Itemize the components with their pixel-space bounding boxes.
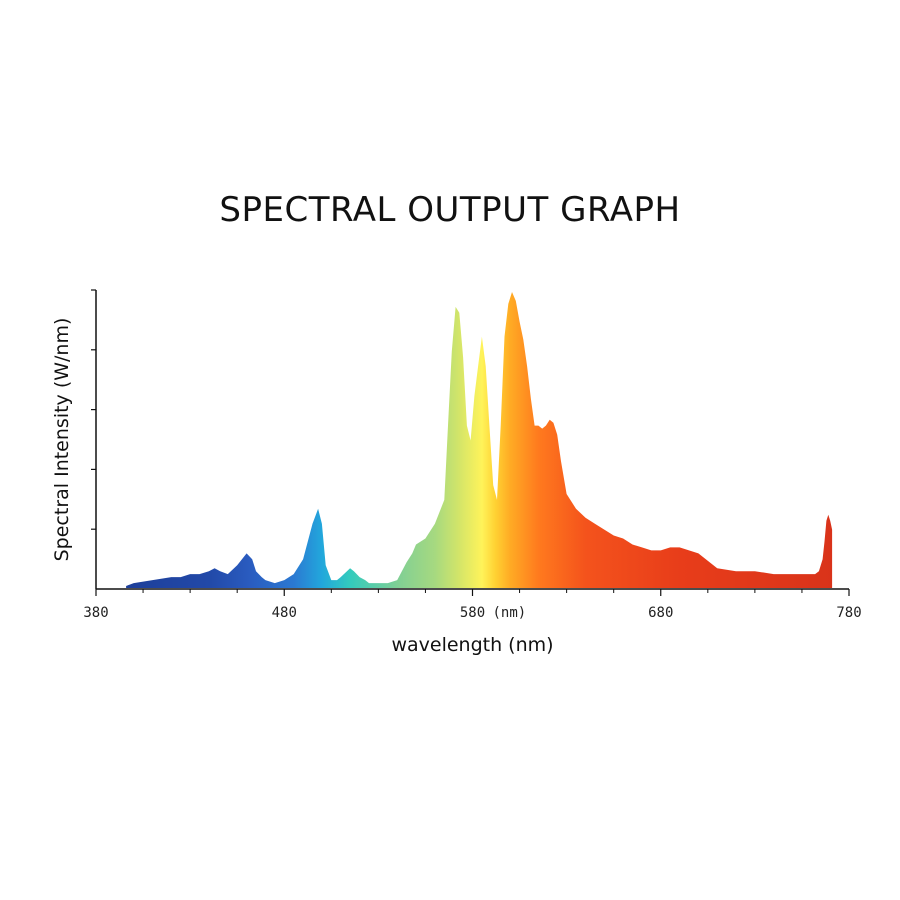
x-tick-label: 480 <box>272 605 297 621</box>
x-unit-tick-label: (nm) <box>493 605 527 621</box>
x-ticks: 380 480 580 680 780 <box>83 589 862 621</box>
y-ticks <box>91 289 96 530</box>
x-tick-label: 780 <box>836 605 861 621</box>
x-tick-label: 580 <box>460 605 485 621</box>
y-axis-label: Spectral Intensity (W/nm) <box>51 318 73 562</box>
x-axis-label: wavelength (nm) <box>391 634 553 656</box>
spectrum-area <box>126 292 833 588</box>
x-tick-label: 680 <box>648 605 673 621</box>
x-tick-label: 380 <box>83 605 108 621</box>
chart-title: SPECTRAL OUTPUT GRAPH <box>219 190 681 230</box>
